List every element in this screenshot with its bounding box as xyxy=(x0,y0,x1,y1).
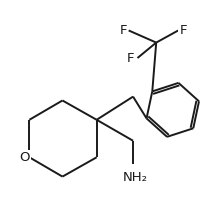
Text: F: F xyxy=(120,24,127,37)
Text: F: F xyxy=(180,24,187,37)
Text: F: F xyxy=(127,52,134,64)
Text: NH₂: NH₂ xyxy=(123,171,148,184)
Text: O: O xyxy=(19,151,30,164)
